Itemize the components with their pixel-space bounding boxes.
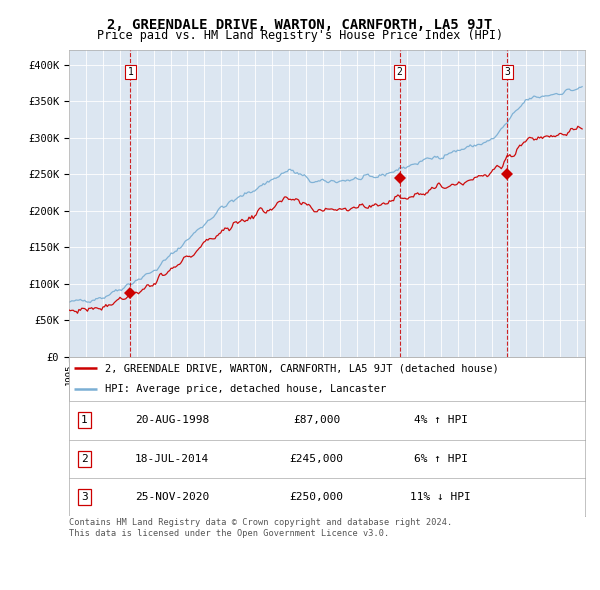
Text: 25-NOV-2020: 25-NOV-2020 — [135, 492, 209, 502]
Text: Contains HM Land Registry data © Crown copyright and database right 2024.
This d: Contains HM Land Registry data © Crown c… — [69, 519, 452, 537]
Text: 3: 3 — [81, 492, 88, 502]
Text: 3: 3 — [504, 67, 510, 77]
Text: 1: 1 — [127, 67, 133, 77]
Text: 18-JUL-2014: 18-JUL-2014 — [135, 454, 209, 464]
Text: 11% ↓ HPI: 11% ↓ HPI — [410, 492, 471, 502]
Text: £245,000: £245,000 — [290, 454, 344, 464]
Text: 20-AUG-1998: 20-AUG-1998 — [135, 415, 209, 425]
Text: 6% ↑ HPI: 6% ↑ HPI — [413, 454, 467, 464]
Text: 2, GREENDALE DRIVE, WARTON, CARNFORTH, LA5 9JT: 2, GREENDALE DRIVE, WARTON, CARNFORTH, L… — [107, 18, 493, 32]
Text: Price paid vs. HM Land Registry's House Price Index (HPI): Price paid vs. HM Land Registry's House … — [97, 30, 503, 42]
Text: 2: 2 — [81, 454, 88, 464]
Text: £87,000: £87,000 — [293, 415, 340, 425]
Text: 1: 1 — [81, 415, 88, 425]
Text: 2, GREENDALE DRIVE, WARTON, CARNFORTH, LA5 9JT (detached house): 2, GREENDALE DRIVE, WARTON, CARNFORTH, L… — [105, 363, 499, 373]
Text: 2: 2 — [397, 67, 403, 77]
Text: HPI: Average price, detached house, Lancaster: HPI: Average price, detached house, Lanc… — [105, 384, 386, 394]
Text: £250,000: £250,000 — [290, 492, 344, 502]
Text: 4% ↑ HPI: 4% ↑ HPI — [413, 415, 467, 425]
